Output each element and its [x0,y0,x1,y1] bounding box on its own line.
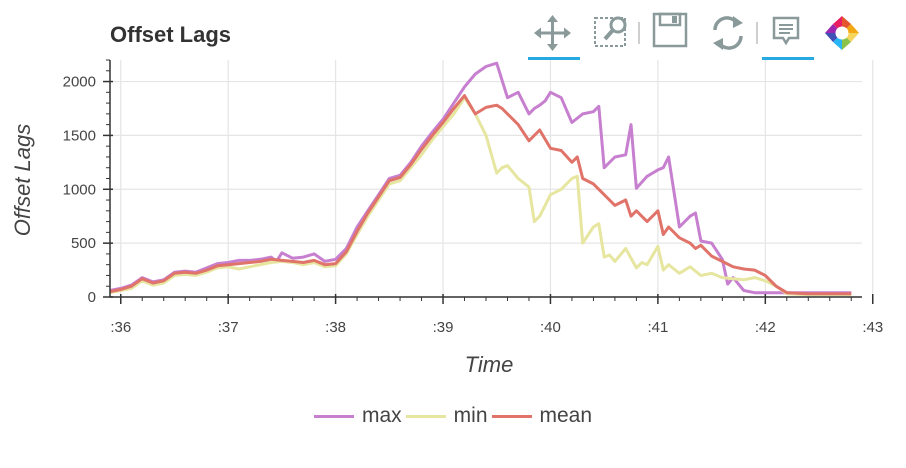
y-tick-label: 500 [71,235,96,252]
x-tick-label: :42 [755,319,776,336]
y-tick-label: 0 [88,289,96,306]
move-icon [534,15,571,51]
box-zoom-icon [594,16,627,47]
legend-swatch [491,414,532,418]
chart-legend: max min mean [0,404,906,438]
hover-tooltip-icon [772,16,800,46]
chart-axes: :36 :37 :38 :39 :40 :41 :42 :43 0 500 1000 1500 2000 [63,59,883,336]
chart-series [109,61,852,297]
reset-icon [713,16,743,50]
x-tick-label: :41 [647,319,668,336]
y-tick-label: 1500 [63,127,96,144]
x-tick-label: :39 [433,319,454,336]
series-line-max [109,61,852,295]
y-tick-label: 1000 [63,181,96,198]
box-zoom-tool[interactable] [588,6,644,62]
x-tick-label: :43 [862,319,883,336]
chart-toolbar [520,6,900,62]
y-axis-label: Offset Lags [10,124,35,237]
save-tool[interactable] [648,6,704,62]
series-line-mean [109,94,852,296]
toolbar-separator [638,22,640,44]
y-tick-label: 2000 [63,74,96,91]
legend-item-min[interactable]: min [405,404,488,428]
x-tick-label: :38 [325,319,346,336]
hover-tool[interactable] [758,6,814,62]
x-tick-label: :37 [218,319,239,336]
pan-tool[interactable] [524,6,580,62]
series-line-min [109,96,852,297]
x-tick-label: :40 [540,319,561,336]
bokeh-logo[interactable] [818,6,874,62]
legend-item-max[interactable]: max [313,404,402,428]
chart-title: Offset Lags [110,22,232,47]
reset-tool[interactable] [706,6,762,62]
legend-swatch [405,414,446,418]
legend-label: max [361,404,402,427]
save-icon [652,12,688,48]
legend-label: mean [539,404,593,427]
legend-label: min [453,404,488,427]
legend-swatch [313,414,354,418]
toolbar-separator [756,22,758,44]
legend-item-mean[interactable]: mean [491,404,593,428]
chart-area: :36 :37 :38 :39 :40 :41 :42 :43 0 500 1000 1500 2000… [10,59,883,377]
x-axis-label: Time [465,352,514,377]
x-tick-label: :36 [110,319,131,336]
bokeh-logo-icon [825,16,859,50]
